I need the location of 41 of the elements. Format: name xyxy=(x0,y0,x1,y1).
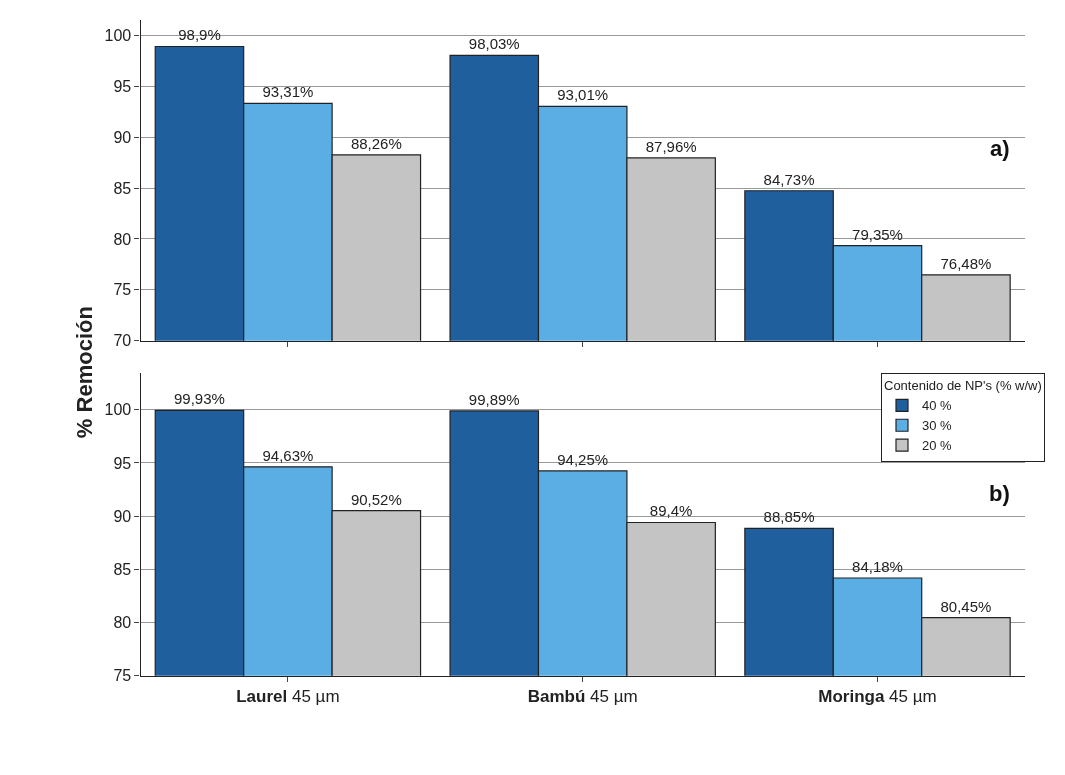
data-label: 99,89% xyxy=(468,390,520,408)
x-tick-label: Moringa 45 µm xyxy=(818,687,937,707)
y-tick-label: 85 xyxy=(113,179,132,197)
annotation: a) xyxy=(990,136,1010,161)
data-label: 98,9% xyxy=(178,26,221,44)
y-tick-label: 75 xyxy=(113,281,132,299)
data-label: 94,63% xyxy=(262,446,314,464)
data-label: 76,48% xyxy=(940,254,992,272)
legend-title: Contenido de NP's (% w/w) xyxy=(884,378,1042,394)
y-tick-label: 80 xyxy=(113,614,132,632)
y-tick-label: 95 xyxy=(113,77,132,95)
y-tick-label: 70 xyxy=(113,332,132,350)
legend-label: 20 % xyxy=(922,438,953,454)
data-label: 84,18% xyxy=(852,558,903,575)
data-label: 88,85% xyxy=(763,508,815,526)
data-label: 93,31% xyxy=(262,83,314,101)
y-tick-label: 85 xyxy=(113,560,132,578)
y-tick-label: 75 xyxy=(113,667,132,685)
data-label: 93,01% xyxy=(557,86,609,104)
data-label: 98,03% xyxy=(468,35,520,53)
data-label: 94,25% xyxy=(557,450,609,468)
x-tick-label: Laurel 45 µm xyxy=(236,687,340,707)
legend-label: 40 % xyxy=(922,398,953,414)
y-tick-label: 90 xyxy=(113,128,132,146)
data-label: 80,45% xyxy=(940,597,992,615)
annotation: b) xyxy=(989,481,1010,506)
y-axis-title: % Remoción xyxy=(72,306,98,439)
x-tick-label: Bambú 45 µm xyxy=(527,687,638,707)
data-label: 99,93% xyxy=(174,390,225,408)
data-label: 84,73% xyxy=(763,170,815,188)
data-label: 87,96% xyxy=(645,137,697,155)
data-label: 88,26% xyxy=(350,134,402,152)
legend-label: 30 % xyxy=(922,418,953,434)
data-label: 79,35% xyxy=(852,225,903,243)
y-tick-label: 80 xyxy=(113,230,132,248)
y-tick-label: 100 xyxy=(104,401,132,419)
data-label: 90,52% xyxy=(350,490,402,508)
y-tick-label: 95 xyxy=(113,454,132,472)
y-tick-label: 100 xyxy=(104,26,132,44)
data-label: 89,4% xyxy=(649,502,693,520)
y-tick-label: 90 xyxy=(113,507,132,525)
